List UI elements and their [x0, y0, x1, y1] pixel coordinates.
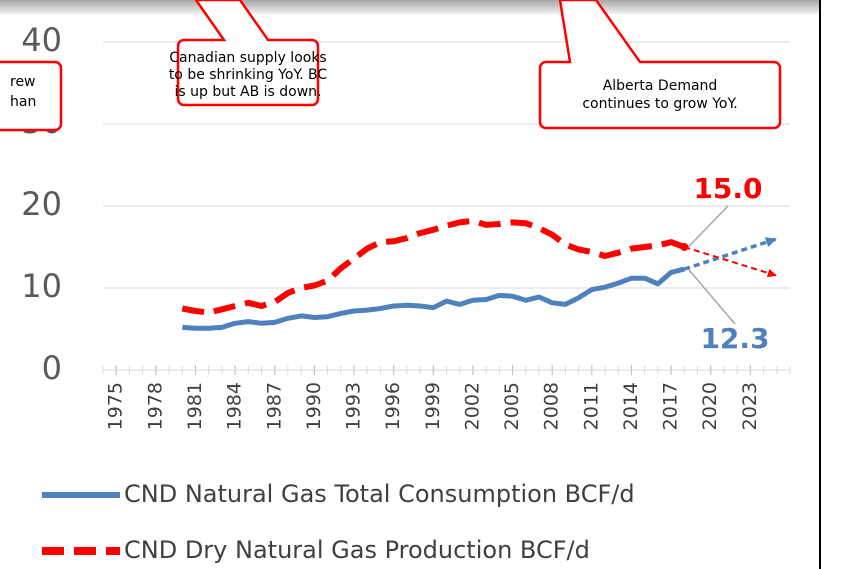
y-tick-label: 20 [21, 185, 62, 223]
callout-box [538, 0, 782, 130]
callout-text: Alberta Demand [603, 78, 718, 94]
x-tick-label: 1990 [303, 382, 325, 430]
x-tick-label: 1981 [184, 382, 206, 430]
projection-line [684, 246, 778, 277]
y-tick-label: 0 [42, 349, 62, 387]
x-tick-label: 2002 [461, 382, 483, 430]
x-tick-label: 2005 [501, 382, 523, 430]
header-band [0, 0, 820, 14]
projection-line [683, 237, 778, 271]
callout-box [176, 0, 320, 107]
callout-text: han [10, 94, 36, 110]
legend: CND Natural Gas Total Consumption BCF/d C… [42, 480, 635, 564]
series-line [182, 266, 685, 331]
x-tick-label: 1975 [105, 382, 127, 430]
callout-box [0, 60, 63, 132]
x-tick-label: 1984 [224, 382, 246, 430]
x-tick-label: 1999 [422, 382, 444, 430]
overlays: rew han Canadian supply looks to be shri… [0, 0, 782, 132]
legend-label: CND Dry Natural Gas Production BCF/d [124, 536, 590, 564]
callout-text: continues to grow YoY. [582, 96, 737, 112]
leader-line [687, 268, 736, 325]
y-tick-label: 40 [21, 21, 62, 59]
end-point [680, 243, 689, 251]
x-tick-label: 2011 [580, 382, 602, 430]
callout-text: is up but AB is down. [174, 84, 321, 100]
arrow-head [766, 268, 777, 278]
callout-text: rew [10, 74, 36, 90]
callout-text: to be shrinking YoY. BC [169, 67, 328, 83]
x-tick-label: 1978 [144, 382, 166, 430]
x-tick-label: 2017 [660, 382, 682, 430]
end-label: 12.3 [700, 322, 769, 355]
x-tick-label: 2008 [541, 382, 563, 430]
x-tick-label: 1987 [263, 382, 285, 430]
y-tick-label: 10 [21, 267, 62, 305]
leader-line [687, 205, 729, 248]
x-tick-label: 2023 [739, 382, 761, 430]
callout-text: Canadian supply looks [169, 50, 326, 66]
end-label: 15.0 [693, 172, 762, 205]
series-line [181, 217, 686, 316]
arrow-head [764, 237, 777, 248]
legend-label: CND Natural Gas Total Consumption BCF/d [124, 480, 635, 508]
x-tick-label: 1996 [382, 382, 404, 430]
x-tick-label: 1993 [343, 382, 365, 430]
x-tick-label: 2020 [699, 382, 721, 430]
x-tick-label: 2014 [620, 382, 642, 430]
